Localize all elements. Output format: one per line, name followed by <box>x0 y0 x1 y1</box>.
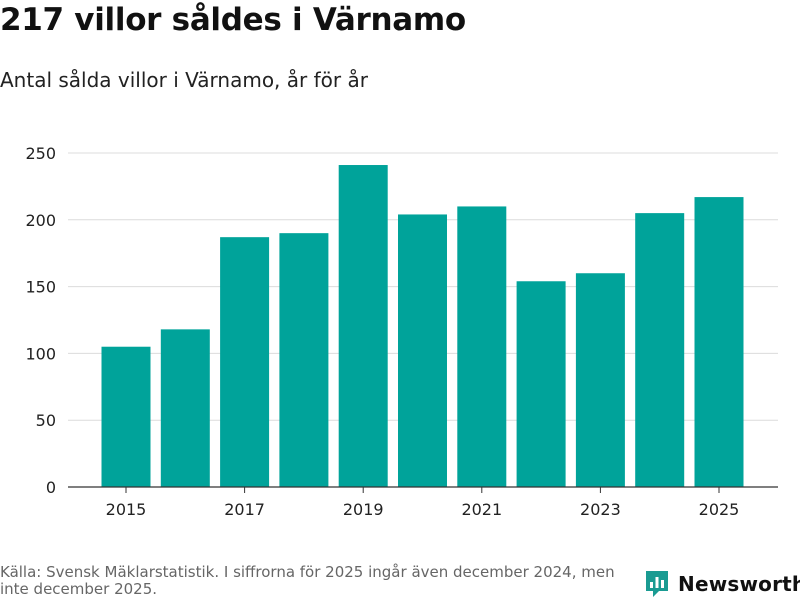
bar-2022 <box>516 281 566 487</box>
source-note: Källa: Svensk Mäklarstatistik. I siffror… <box>0 563 615 598</box>
chart-subtitle: Antal sålda villor i Värnamo, år för år <box>0 68 368 92</box>
logo-text: Newsworthy <box>678 572 800 596</box>
chart-title: 217 villor såldes i Värnamo <box>0 2 466 38</box>
bar-2019 <box>338 165 388 488</box>
y-tick-label-0: 0 <box>46 478 56 497</box>
bar-2015 <box>101 346 151 487</box>
newsworthy-logo-icon <box>646 571 668 597</box>
x-tick-label-2017: 2017 <box>224 500 265 519</box>
y-tick-label-250: 250 <box>25 144 56 163</box>
bar-2020 <box>398 214 447 487</box>
y-tick-label-200: 200 <box>25 211 56 230</box>
bar-2024 <box>635 213 685 487</box>
x-tick-label-2015: 2015 <box>106 500 147 519</box>
newsworthy-logo[interactable]: Newsworthy <box>644 568 800 600</box>
bar-2018 <box>279 233 329 487</box>
bar-2025 <box>694 197 744 487</box>
y-tick-label-50: 50 <box>36 411 56 430</box>
x-tick-label-2019: 2019 <box>343 500 384 519</box>
x-tick-label-2025: 2025 <box>699 500 740 519</box>
bar-2021 <box>457 206 507 487</box>
x-tick-label-2023: 2023 <box>580 500 621 519</box>
bar-2016 <box>160 329 210 487</box>
y-tick-label-100: 100 <box>25 344 56 363</box>
bar-2017 <box>220 237 270 487</box>
y-tick-label-150: 150 <box>25 278 56 297</box>
x-tick-label-2021: 2021 <box>461 500 502 519</box>
bar-2023 <box>575 273 625 487</box>
